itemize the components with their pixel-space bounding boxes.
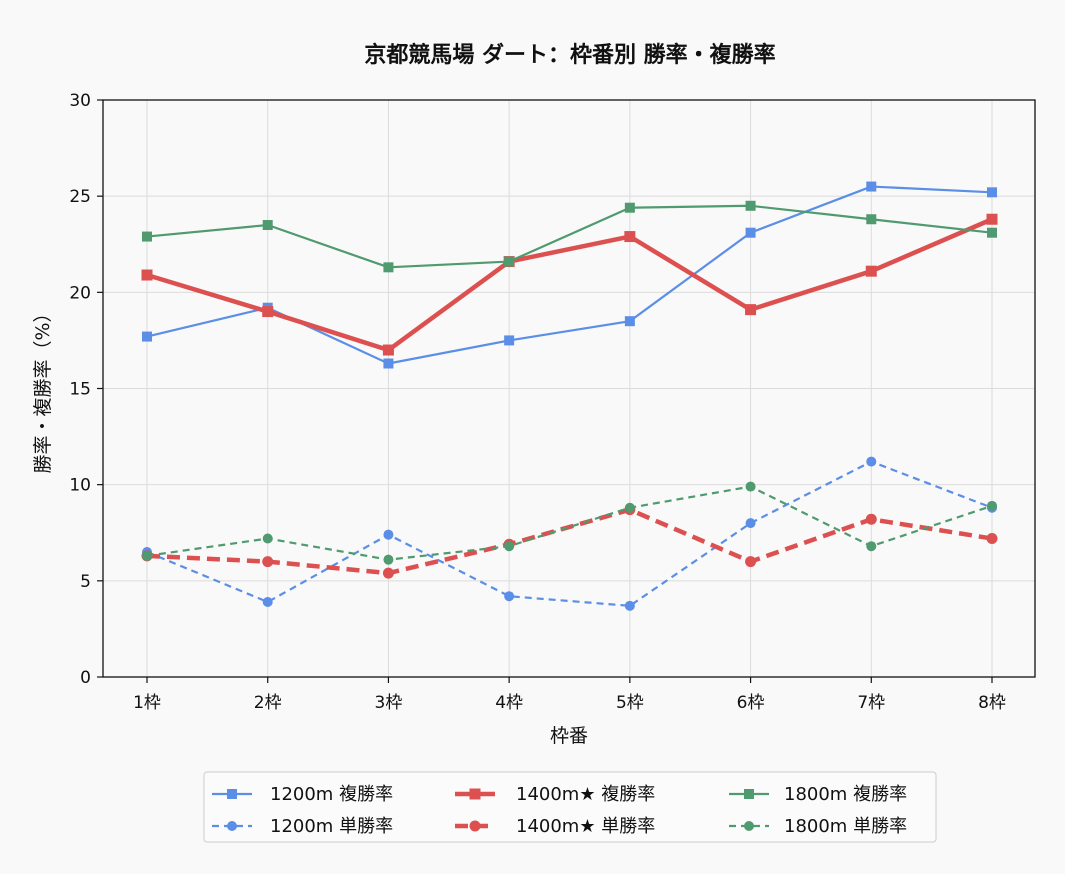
y-tick-label: 5 xyxy=(80,572,91,592)
data-point xyxy=(745,227,756,238)
y-tick-label: 15 xyxy=(69,380,91,400)
legend-label: 1400m★ 単勝率 xyxy=(516,816,655,837)
data-point xyxy=(504,256,515,267)
data-point xyxy=(865,513,877,525)
data-point xyxy=(865,265,877,277)
x-tick-label: 5枠 xyxy=(616,693,644,713)
data-point xyxy=(262,220,273,231)
data-point xyxy=(262,556,274,568)
data-point xyxy=(986,213,998,225)
legend-item-4: 1800m 複勝率 xyxy=(729,784,907,805)
x-tick-label: 8枠 xyxy=(978,693,1006,713)
legend-item-3: 1400m★ 単勝率 xyxy=(455,816,655,837)
legend-label: 1200m 複勝率 xyxy=(270,784,393,805)
x-tick-label: 4枠 xyxy=(495,693,523,713)
data-point xyxy=(866,181,877,192)
x-tick-label: 3枠 xyxy=(375,693,403,713)
legend-item-2: 1400m★ 複勝率 xyxy=(455,784,655,805)
data-point xyxy=(745,200,756,211)
data-point xyxy=(504,591,515,602)
data-point xyxy=(624,231,636,243)
series-4 xyxy=(142,200,997,273)
series-line xyxy=(146,460,993,607)
data-point xyxy=(624,600,635,611)
x-tick-label: 7枠 xyxy=(857,693,885,713)
legend: 1200m 複勝率 1200m 単勝率 1400m★ 複勝率 1400m★ 単勝率 18… xyxy=(203,771,937,843)
data-point xyxy=(745,481,756,492)
grid-lines xyxy=(103,99,1035,678)
data-point xyxy=(142,550,152,561)
legend-label: 1800m 複勝率 xyxy=(784,784,907,805)
data-point xyxy=(866,214,877,225)
data-point xyxy=(624,502,635,513)
data-point xyxy=(262,533,273,544)
data-point xyxy=(866,456,877,467)
data-point xyxy=(987,187,997,198)
legend-marker xyxy=(469,820,481,832)
y-tick-label: 25 xyxy=(69,187,91,207)
legend-marker xyxy=(227,789,237,799)
data-point xyxy=(624,316,635,327)
data-point xyxy=(383,554,394,565)
data-point xyxy=(262,596,273,607)
data-point xyxy=(383,262,394,273)
data-point xyxy=(141,269,153,281)
legend-label: 1400m★ 複勝率 xyxy=(516,784,655,805)
data-point xyxy=(745,556,757,568)
data-point xyxy=(987,227,997,238)
data-point xyxy=(262,306,274,318)
legend-label: 1800m 単勝率 xyxy=(784,816,907,837)
chart-title: 京都競馬場 ダート：枠番別 勝率・複勝率 xyxy=(364,42,775,68)
legend-marker xyxy=(744,789,754,799)
y-tick-label: 30 xyxy=(69,91,91,111)
data-point xyxy=(624,202,635,213)
data-point xyxy=(382,567,394,579)
data-point xyxy=(383,529,394,540)
legend-item-0: 1200m 複勝率 xyxy=(212,784,393,805)
data-point xyxy=(745,304,757,316)
data-point xyxy=(142,231,152,242)
y-tick-label: 0 xyxy=(80,668,91,688)
data-point xyxy=(987,500,997,511)
series-5 xyxy=(142,481,997,565)
data-point xyxy=(382,344,394,356)
x-tick-label: 6枠 xyxy=(737,693,765,713)
x-axis-title: 枠番 xyxy=(550,725,588,747)
legend-item-1: 1200m 単勝率 xyxy=(212,816,393,837)
legend-marker xyxy=(744,821,754,831)
data-point xyxy=(504,541,515,552)
axes: 0 5 10 15 20 25 30 1枠 2枠 3枠 4枠 5枠 6枠 7枠 8枠 xyxy=(69,91,1006,713)
data-point xyxy=(745,518,756,529)
x-tick-label: 2枠 xyxy=(254,693,282,713)
y-tick-label: 10 xyxy=(69,476,91,496)
series-line xyxy=(146,507,993,576)
data-point xyxy=(986,533,998,545)
data-point xyxy=(866,541,877,552)
x-tick-label: 1枠 xyxy=(133,693,161,713)
series-layer xyxy=(141,181,998,611)
series-1 xyxy=(142,456,997,611)
data-point xyxy=(504,335,515,346)
series-line xyxy=(146,204,993,269)
legend-label: 1200m 単勝率 xyxy=(270,816,393,837)
legend-marker xyxy=(469,788,481,800)
legend-marker xyxy=(227,821,237,831)
data-point xyxy=(383,358,394,369)
legend-item-5: 1800m 単勝率 xyxy=(729,816,907,837)
y-axis-title: 勝率・複勝率（%） xyxy=(32,303,54,473)
series-line xyxy=(146,217,993,353)
y-tick-label: 20 xyxy=(69,283,91,303)
data-point xyxy=(142,331,152,342)
